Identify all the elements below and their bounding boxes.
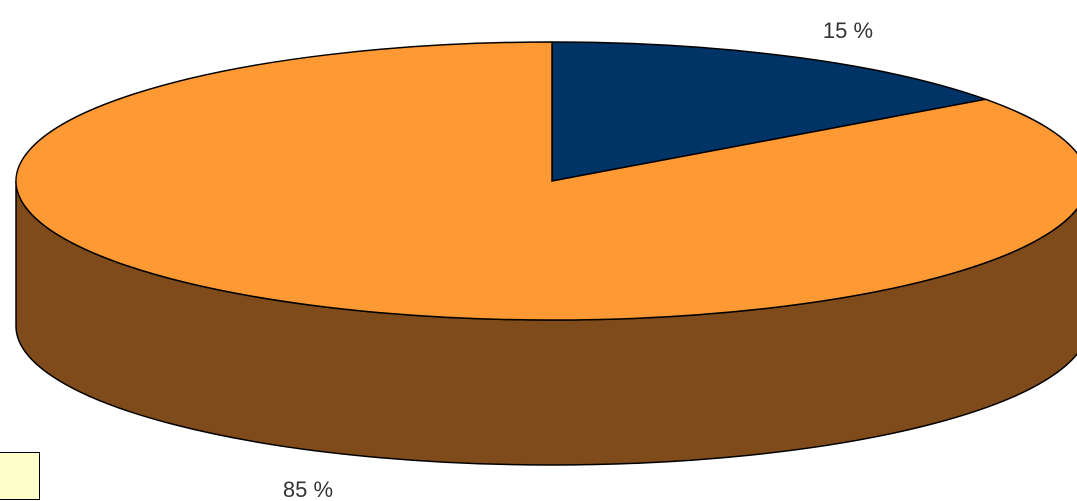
legend-box [0,452,40,500]
pie-top-group [15,41,1077,321]
pie-slice-1 [15,41,1077,321]
pie-slice-0 [551,41,989,182]
data-label-slice-0: 15 % [823,18,873,43]
data-label-slice-1: 85 % [283,477,333,501]
